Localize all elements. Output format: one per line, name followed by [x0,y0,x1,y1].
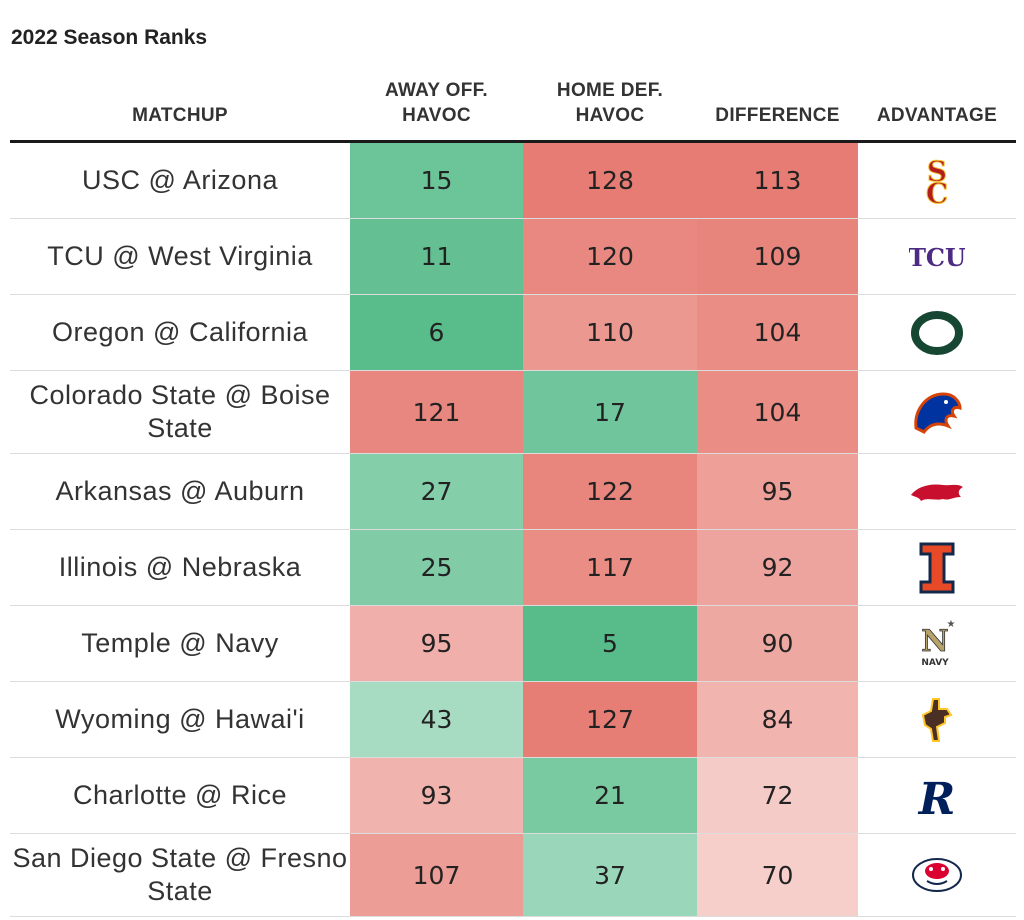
header-home-def-havoc: HOME DEF. HAVOC [523,78,697,128]
header-away-line2: HAVOC [402,105,471,126]
away-off-havoc-cell: 15 [350,143,523,218]
header-difference: DIFFERENCE [697,103,858,128]
difference-cell: 70 [697,834,858,916]
away-off-havoc-cell: 11 [350,219,523,294]
navy-logo: N NAVY ★ [858,606,1016,681]
arkansas-logo [858,454,1016,529]
matchup-cell: Colorado State @ Boise State [29,380,331,443]
difference-cell: 72 [697,758,858,833]
rice-logo: R [858,758,1016,833]
oregon-logo [858,295,1016,370]
away-off-havoc-cell: 43 [350,682,523,757]
home-def-havoc-cell: 37 [523,834,697,916]
away-off-havoc-cell: 95 [350,606,523,681]
difference-cell: 104 [697,295,858,370]
header-difference-label: DIFFERENCE [715,105,840,126]
table-row: Illinois @ Nebraska 25 117 92 [10,530,1016,606]
table-row: Charlotte @ Rice 93 21 72 R [10,758,1016,834]
tcu-logo: TCU [858,219,1016,294]
table-row: San Diego State @ Fresno State 107 37 70 [10,834,1016,917]
difference-cell: 92 [697,530,858,605]
table-row: Colorado State @ Boise State 121 17 104 [10,371,1016,454]
difference-cell: 109 [697,219,858,294]
home-def-havoc-cell: 117 [523,530,697,605]
header-away-off-havoc: AWAY OFF. HAVOC [350,78,523,128]
table-row: Temple @ Navy 95 5 90 N NAVY ★ [10,606,1016,682]
matchup-cell: USC @ Arizona [82,165,278,195]
table-body: USC @ Arizona 15 128 113 S C TCU @ West Virgin… [10,143,1016,917]
table-header: MATCHUP AWAY OFF. HAVOC HOME DEF. HAVOC … [10,70,1016,140]
boise-state-logo [858,371,1016,453]
home-def-havoc-cell: 110 [523,295,697,370]
matchup-cell: Temple @ Navy [81,628,279,658]
away-off-havoc-cell: 93 [350,758,523,833]
table-row: USC @ Arizona 15 128 113 S C [10,143,1016,219]
table-row: Wyoming @ Hawai'i 43 127 84 [10,682,1016,758]
header-matchup: MATCHUP [10,103,350,128]
difference-cell: 90 [697,606,858,681]
chart-title: 2022 Season Ranks [11,26,208,49]
home-def-havoc-cell: 127 [523,682,697,757]
fresno-state-logo [858,834,1016,916]
svg-text:S: S [927,155,947,188]
difference-cell: 113 [697,143,858,218]
matchup-cell: San Diego State @ Fresno State [12,843,348,906]
svg-text:TCU: TCU [909,243,965,272]
matchup-cell: Arkansas @ Auburn [55,476,305,506]
matchup-cell: Charlotte @ Rice [73,780,287,810]
home-def-havoc-cell: 120 [523,219,697,294]
home-def-havoc-cell: 5 [523,606,697,681]
table-row: Oregon @ California 6 110 104 [10,295,1016,371]
away-off-havoc-cell: 107 [350,834,523,916]
table-row: Arkansas @ Auburn 27 122 95 [10,454,1016,530]
svg-text:N: N [921,624,948,659]
away-off-havoc-cell: 6 [350,295,523,370]
header-matchup-label: MATCHUP [132,105,228,126]
matchup-cell: Illinois @ Nebraska [58,552,302,582]
away-off-havoc-cell: 121 [350,371,523,453]
matchup-cell: Oregon @ California [51,317,309,347]
table-row: TCU @ West Virginia 11 120 109 TCU [10,219,1016,295]
svg-text:C: C [926,177,948,207]
away-off-havoc-cell: 27 [350,454,523,529]
illinois-logo [858,530,1016,605]
svg-text:R: R [917,774,955,822]
matchup-cell: Wyoming @ Hawai'i [55,704,305,734]
home-def-havoc-cell: 21 [523,758,697,833]
header-rule [10,140,1016,143]
header-away-line1: AWAY OFF. [384,80,488,101]
svg-text:★: ★ [947,619,956,630]
difference-cell: 84 [697,682,858,757]
home-def-havoc-cell: 17 [523,371,697,453]
home-def-havoc-cell: 128 [523,143,697,218]
svg-text:NAVY: NAVY [921,658,949,668]
header-home-line2: HAVOC [575,105,645,126]
wyoming-logo [858,682,1016,757]
header-advantage-label: ADVANTAGE [876,105,998,126]
away-off-havoc-cell: 25 [350,530,523,605]
difference-cell: 104 [697,371,858,453]
matchup-cell: TCU @ West Virginia [47,241,313,271]
header-advantage: ADVANTAGE [858,103,1016,128]
difference-cell: 95 [697,454,858,529]
header-home-line1: HOME DEF. [556,80,664,101]
home-def-havoc-cell: 122 [523,454,697,529]
